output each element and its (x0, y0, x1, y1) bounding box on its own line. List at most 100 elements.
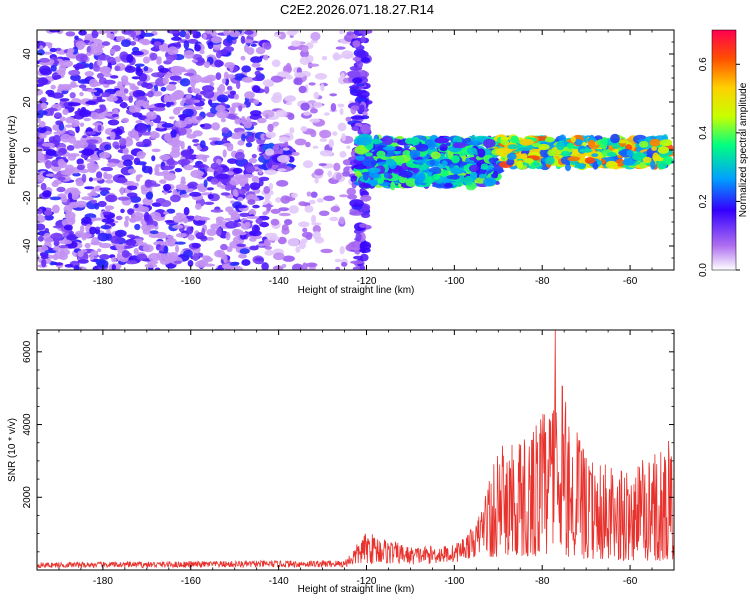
spectrogram-cell (169, 150, 181, 158)
spectrogram-cell (159, 179, 167, 184)
spectrogram-cell (329, 93, 338, 97)
colorbar-tick-label: 0.2 (698, 194, 709, 208)
spectrogram-cell (237, 197, 244, 202)
spectrogram-cell (143, 56, 150, 64)
spectrogram-cell (395, 155, 405, 165)
spectrogram-cell (148, 252, 161, 262)
spectrogram-cell (73, 265, 80, 270)
spectrogram-cell (321, 55, 328, 61)
spectrogram-cell (89, 153, 99, 161)
spectrogram-cell (115, 90, 126, 97)
spectrogram-cell (617, 139, 629, 144)
spectrogram-cell (193, 215, 201, 221)
spectrogram-cell (124, 215, 130, 221)
spectrogram-image (37, 30, 674, 270)
spectrogram-cell (142, 105, 154, 109)
spectrogram-cell (254, 257, 264, 262)
spectrogram-cell (83, 117, 91, 122)
spectrogram-cell (302, 160, 314, 169)
spectrogram-cell (517, 160, 524, 169)
spectrogram-cell (522, 161, 528, 166)
spectrogram-cell (97, 30, 107, 35)
spectrogram-cell (510, 135, 519, 144)
x-tick-label: -60 (623, 576, 638, 587)
spectrogram-cell (524, 158, 534, 164)
spectrogram-cell (77, 250, 84, 257)
spectrogram-cell (128, 95, 133, 103)
spectrogram-cell (39, 65, 51, 75)
spectrogram-cell (194, 44, 202, 52)
spectrogram-cell (97, 200, 107, 208)
spectrogram-cell (216, 227, 222, 237)
spectrogram-cell (37, 223, 46, 231)
spectrogram-cell (196, 171, 205, 176)
spectrogram-cell (445, 142, 451, 147)
spectrogram-cell (241, 133, 246, 143)
spectrogram-cell (180, 181, 187, 185)
spectrogram-cell (215, 72, 222, 80)
spectrogram-cell (47, 107, 58, 112)
spectrogram-cell (68, 69, 81, 76)
spectrogram-cell (203, 89, 215, 99)
spectrogram-cell (358, 183, 372, 189)
spectrogram-cell (215, 216, 225, 222)
spectrogram-cell (355, 232, 362, 242)
spectrogram-cell (104, 205, 115, 210)
spectrogram-cell (356, 90, 370, 99)
spectrogram-cell (341, 133, 346, 142)
spectrogram-cell (121, 154, 134, 162)
spectrogram-cell (127, 208, 135, 216)
spectrogram-cell (134, 63, 145, 67)
spectrogram-cell (539, 148, 551, 158)
spectrogram-cell (347, 194, 358, 200)
spectrogram-cell (282, 147, 290, 151)
spectrogram-cell (272, 92, 283, 101)
spectrogram-cell (74, 35, 79, 41)
spectrogram-cell (189, 191, 202, 197)
spectrogram-cell (350, 175, 358, 183)
spectrogram-cell (270, 208, 281, 214)
spectrogram-cell (85, 52, 92, 56)
spectrogram-cell (234, 205, 248, 209)
spectrogram-cell (127, 130, 135, 137)
spectrogram-cell (209, 81, 215, 87)
spectrogram-cell (351, 105, 360, 111)
spectrogram-cell (173, 260, 182, 264)
spectrogram-cell (73, 140, 82, 149)
spectrogram-region (258, 142, 297, 173)
spectrogram-cell (160, 86, 167, 92)
spectrogram-cell (261, 262, 269, 270)
x-tick-label: -80 (535, 576, 550, 587)
spectrogram-cell (251, 62, 261, 68)
spectrogram-cell (114, 144, 120, 150)
spectrogram-cell (48, 30, 61, 33)
spectrogram-cell (592, 160, 599, 170)
spectrogram-cell (127, 168, 137, 174)
spectrogram-cell (286, 30, 298, 36)
spectrogram-cell (312, 225, 321, 234)
spectrogram-cell (208, 137, 221, 141)
spectrogram-cell (117, 81, 123, 89)
spectrogram-cell (142, 244, 154, 253)
spectrogram-cell (466, 147, 478, 155)
spectrogram-cell (217, 250, 222, 257)
spectrogram-cell (183, 50, 195, 59)
spectrogram-cell (192, 33, 199, 39)
snr-panel: -180 -160 -140 -120 -100 -80 -60 2000 4000 6000 H… (7, 329, 675, 595)
spectrogram-cell (77, 259, 89, 264)
spectrogram-cell (473, 140, 479, 145)
spectrogram-region (491, 133, 674, 172)
spectrogram-cell (533, 162, 541, 167)
spectrogram-cell (192, 139, 200, 143)
spectrogram-cell (138, 206, 150, 213)
spectrogram-cell (135, 141, 145, 147)
spectrogram-cell (349, 199, 364, 208)
spectrogram-cell (566, 142, 575, 149)
spectrogram-cell (324, 112, 330, 116)
spectrogram-cell (195, 203, 202, 210)
spectrogram-cell (432, 173, 441, 180)
spectrogram-cell (57, 176, 66, 181)
spectrogram-xlabel: Height of straight line (km) (298, 285, 415, 296)
spectrogram-cell (42, 142, 55, 147)
spectrogram-cell (223, 254, 228, 264)
